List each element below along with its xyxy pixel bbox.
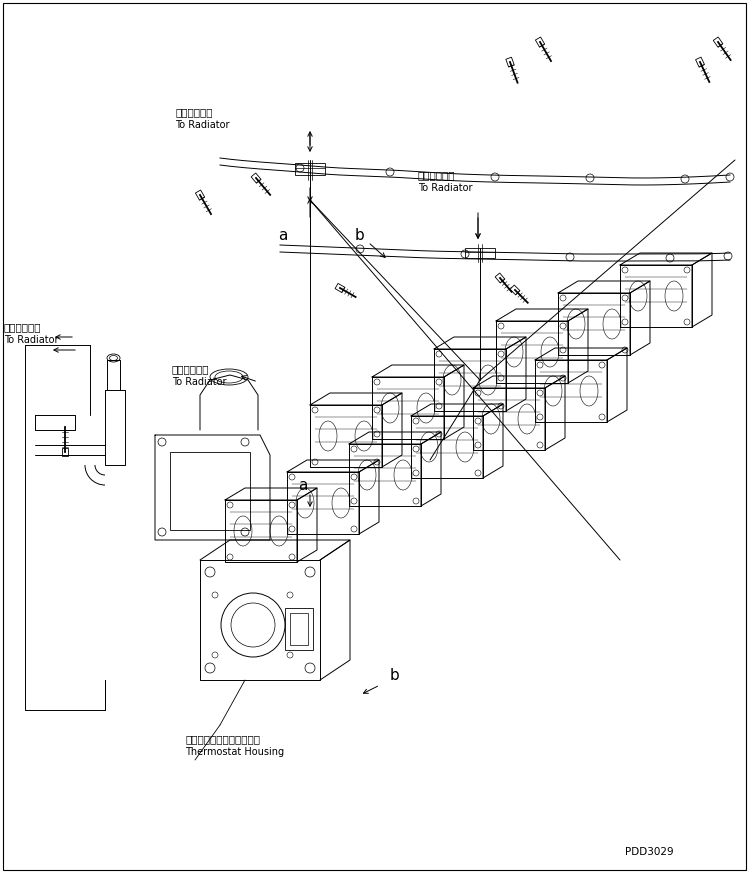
Bar xyxy=(290,613,308,645)
Text: Thermostat Housing: Thermostat Housing xyxy=(185,747,284,757)
Text: To Radiator: To Radiator xyxy=(418,183,473,193)
Text: b: b xyxy=(355,228,365,243)
Bar xyxy=(510,285,520,295)
Bar xyxy=(495,273,505,283)
Bar xyxy=(506,58,514,67)
Bar xyxy=(713,37,723,47)
Text: To Radiator: To Radiator xyxy=(175,120,229,130)
Bar xyxy=(295,163,325,175)
Bar xyxy=(465,248,495,258)
Text: PDD3029: PDD3029 xyxy=(625,847,673,857)
Bar xyxy=(62,448,68,456)
Bar xyxy=(335,284,345,292)
Text: ラジェータへ: ラジェータへ xyxy=(4,322,41,332)
Text: サーモスタットハウジング: サーモスタットハウジング xyxy=(185,734,260,744)
Bar xyxy=(170,452,250,530)
Text: To Radiator: To Radiator xyxy=(172,377,226,387)
Bar xyxy=(195,190,204,200)
Text: To Radiator: To Radiator xyxy=(4,335,58,345)
Text: b: b xyxy=(390,668,400,683)
Bar xyxy=(251,173,261,183)
Bar xyxy=(696,57,704,67)
Bar xyxy=(536,37,545,47)
Text: ラジェータへ: ラジェータへ xyxy=(172,364,210,374)
Bar xyxy=(285,608,313,650)
Text: a: a xyxy=(298,478,307,493)
Text: a: a xyxy=(278,228,288,243)
Text: ラジェータへ: ラジェータへ xyxy=(175,107,213,117)
Text: ラジェータへ: ラジェータへ xyxy=(418,170,455,180)
